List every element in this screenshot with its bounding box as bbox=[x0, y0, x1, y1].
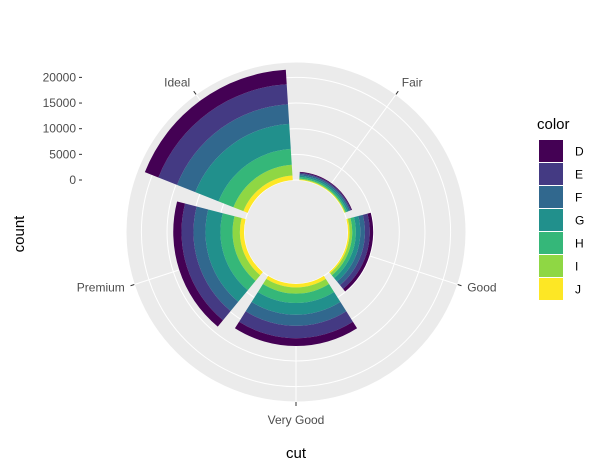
bar-segment-good-J bbox=[329, 218, 350, 274]
bar-segment-good-D bbox=[343, 212, 374, 292]
legend-key-I bbox=[539, 255, 563, 277]
legend-label: D bbox=[575, 145, 584, 159]
y-axis: 0 5000 10000 15000 20000 bbox=[43, 70, 82, 187]
bar-segment-premium-I bbox=[232, 216, 261, 281]
legend-key-H bbox=[539, 232, 563, 254]
legend-key-J bbox=[539, 278, 563, 300]
bar-segment-good-G bbox=[334, 216, 361, 282]
legend-key-F bbox=[539, 186, 563, 208]
bar-segment-premium-H bbox=[220, 213, 256, 291]
bar-segment-good-E bbox=[339, 213, 370, 289]
y-tick-label: 10000 bbox=[43, 122, 77, 136]
bar-segment-very-good-F bbox=[245, 301, 347, 326]
x-tick-label: Premium bbox=[77, 281, 125, 295]
x-tick-mark bbox=[193, 90, 197, 95]
bar-segment-ideal-D bbox=[144, 69, 287, 178]
bar-segment-premium-F bbox=[193, 206, 239, 312]
bar-segment-ideal-E bbox=[158, 84, 288, 185]
x-tick-label: Fair bbox=[402, 75, 423, 89]
y-tick-label: 0 bbox=[69, 173, 76, 187]
bar-segment-ideal-H bbox=[218, 148, 292, 208]
legend-key-E bbox=[539, 163, 563, 185]
grid-spoke bbox=[326, 94, 397, 191]
y-tick-label: 15000 bbox=[43, 96, 77, 110]
x-axis-title: cut bbox=[286, 445, 307, 462]
legend-key-D bbox=[539, 140, 563, 162]
legend-label: G bbox=[575, 214, 584, 228]
bar-segment-premium-G bbox=[205, 209, 248, 302]
bar-segment-good-H bbox=[331, 217, 356, 279]
x-axis: Fair Good Very Good Premium Ideal bbox=[77, 75, 497, 427]
bar-segment-ideal-J bbox=[243, 175, 293, 213]
bar-segment-premium-E bbox=[181, 203, 231, 321]
bars bbox=[144, 69, 374, 346]
bar-segment-very-good-E bbox=[239, 311, 353, 339]
bar-segment-very-good-H bbox=[257, 284, 335, 304]
legend-key-G bbox=[539, 209, 563, 231]
y-axis-title: count bbox=[11, 215, 28, 253]
y-tick-label: 5000 bbox=[49, 147, 76, 161]
legend-label: E bbox=[575, 168, 583, 182]
bar-segment-good-I bbox=[330, 218, 353, 276]
bar-segment-very-good-D bbox=[234, 321, 358, 346]
y-tick-label: 20000 bbox=[43, 70, 77, 84]
bar-segment-premium-D bbox=[173, 201, 223, 327]
legend-title: color bbox=[537, 116, 570, 133]
bar-segment-premium-J bbox=[239, 218, 263, 276]
legend-label: F bbox=[575, 191, 582, 205]
legend-label: H bbox=[575, 237, 584, 251]
bar-segment-good-F bbox=[337, 214, 365, 286]
x-tick-label: Ideal bbox=[164, 75, 190, 89]
x-tick-mark bbox=[395, 90, 399, 95]
x-tick-label: Very Good bbox=[268, 413, 325, 427]
legend-label: I bbox=[575, 260, 578, 274]
bar-segment-very-good-I bbox=[262, 278, 330, 294]
bar-segment-very-good-J bbox=[266, 275, 326, 288]
bar-segment-ideal-F bbox=[176, 104, 290, 193]
bar-segment-ideal-G bbox=[195, 123, 291, 202]
x-tick-label: Good bbox=[467, 281, 496, 295]
x-tick-mark bbox=[457, 284, 462, 287]
bar-segment-ideal-I bbox=[233, 164, 293, 212]
x-tick-mark bbox=[130, 284, 135, 287]
legend-label: J bbox=[575, 283, 581, 297]
bar-segment-very-good-G bbox=[251, 291, 341, 315]
